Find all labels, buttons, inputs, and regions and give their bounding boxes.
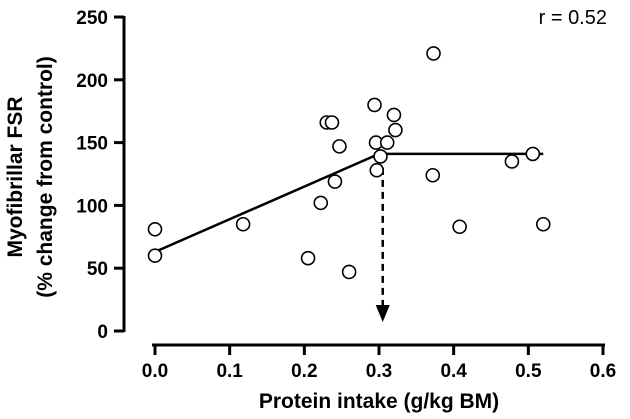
data-point	[341, 264, 357, 280]
piecewise-fit-line	[154, 152, 544, 254]
y-tick-label: 100	[76, 196, 108, 217]
data-point	[535, 216, 551, 232]
data-point	[369, 162, 385, 178]
y-axis-title-line2: (% change from control)	[34, 56, 57, 298]
data-point	[452, 219, 467, 235]
x-tick-label: 0.2	[291, 361, 317, 382]
data-point	[525, 146, 541, 162]
data-point	[147, 248, 163, 263]
data-point	[235, 216, 251, 232]
x-tick-label: 0.0	[142, 361, 168, 382]
data-point	[373, 149, 388, 164]
x-axis-ticks: 0.0 0.1 0.2 0.3 0.4 0.5 0.6	[142, 345, 616, 382]
y-tick-label: 150	[76, 134, 108, 155]
data-point	[324, 115, 340, 130]
data-point	[313, 195, 329, 211]
x-tick-label: 0.4	[440, 361, 467, 382]
data-point	[426, 46, 441, 61]
y-axis-ticks: 0 50 100 150 200 250	[76, 8, 124, 343]
y-axis-title-line1: Myofibrillar FSR	[4, 96, 27, 257]
data-point	[300, 250, 316, 266]
data-point	[147, 221, 163, 237]
data-point	[388, 122, 403, 138]
data-point	[504, 154, 520, 169]
correlation-annotation: r = 0.52	[539, 7, 607, 29]
x-tick-label: 0.6	[590, 361, 616, 382]
data-point	[386, 107, 402, 123]
data-point	[332, 139, 347, 154]
x-axis-title: Protein intake (g/kg BM)	[259, 390, 499, 413]
data-point	[379, 135, 395, 150]
y-tick-label: 50	[87, 259, 108, 280]
data-points	[147, 46, 551, 280]
y-tick-label: 200	[76, 71, 108, 92]
y-tick-label: 250	[76, 8, 108, 29]
x-tick-label: 0.5	[515, 361, 542, 382]
breakpoint-arrowhead	[375, 305, 390, 322]
data-point	[327, 174, 343, 189]
data-point	[367, 97, 382, 113]
y-tick-label: 0	[97, 322, 108, 343]
data-point	[425, 167, 441, 183]
x-tick-label: 0.3	[366, 361, 392, 382]
x-tick-label: 0.1	[216, 361, 243, 382]
